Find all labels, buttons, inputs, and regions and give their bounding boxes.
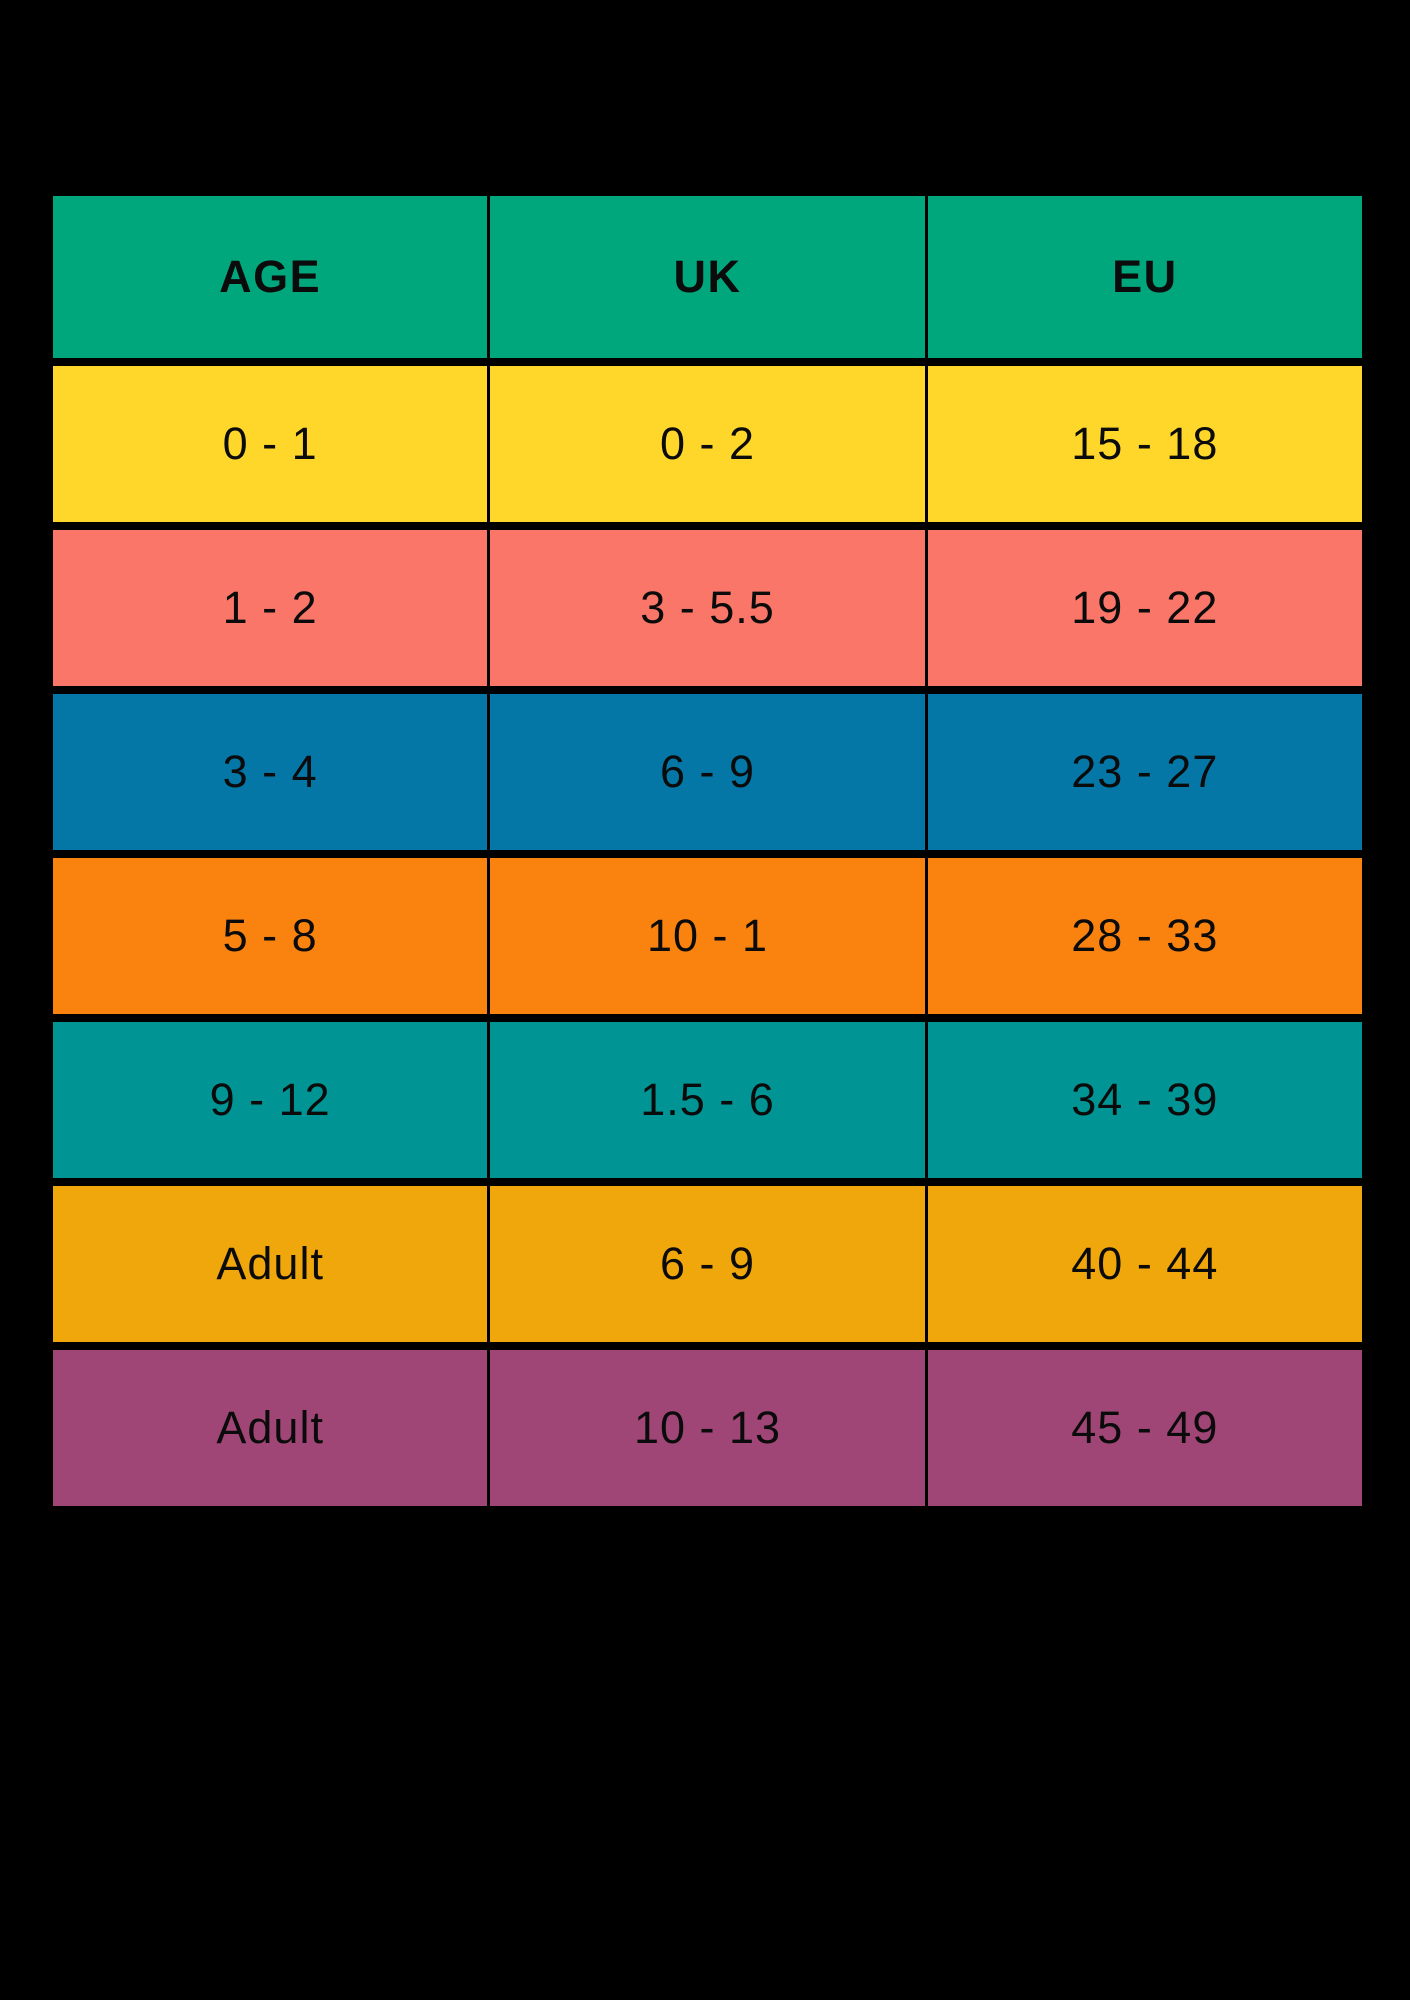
- table-cell-eu: 28 - 33: [927, 858, 1362, 1014]
- table-cell-uk: 6 - 9: [490, 694, 925, 850]
- table-row: 9 - 12 1.5 - 6 34 - 39: [53, 1022, 1362, 1178]
- table-cell-eu: 19 - 22: [927, 530, 1362, 686]
- table-cell-eu: 15 - 18: [927, 366, 1362, 522]
- size-conversion-table: AGE UK EU 0 - 1 0 - 2 15 - 18 1 - 2 3 - …: [53, 196, 1362, 1506]
- table-cell-age: 1 - 2: [53, 530, 488, 686]
- table-header-row: AGE UK EU: [53, 196, 1362, 358]
- table-cell-eu: 34 - 39: [927, 1022, 1362, 1178]
- table-cell-uk: 0 - 2: [490, 366, 925, 522]
- table-row: 1 - 2 3 - 5.5 19 - 22: [53, 530, 1362, 686]
- table-cell-uk: 6 - 9: [490, 1186, 925, 1342]
- table-row: 0 - 1 0 - 2 15 - 18: [53, 366, 1362, 522]
- table-cell-uk: 10 - 1: [490, 858, 925, 1014]
- column-header-uk: UK: [490, 196, 925, 358]
- column-header-eu: EU: [927, 196, 1362, 358]
- table-cell-eu: 23 - 27: [927, 694, 1362, 850]
- table-cell-eu: 40 - 44: [927, 1186, 1362, 1342]
- table-cell-age: 9 - 12: [53, 1022, 488, 1178]
- table-row: Adult 6 - 9 40 - 44: [53, 1186, 1362, 1342]
- table-row: 3 - 4 6 - 9 23 - 27: [53, 694, 1362, 850]
- table-cell-uk: 3 - 5.5: [490, 530, 925, 686]
- table-cell-age: 3 - 4: [53, 694, 488, 850]
- table-cell-uk: 10 - 13: [490, 1350, 925, 1506]
- table-cell-age: Adult: [53, 1186, 488, 1342]
- column-header-age: AGE: [53, 196, 488, 358]
- table-cell-age: 5 - 8: [53, 858, 488, 1014]
- table-cell-eu: 45 - 49: [927, 1350, 1362, 1506]
- table-cell-age: 0 - 1: [53, 366, 488, 522]
- table-cell-age: Adult: [53, 1350, 488, 1506]
- table-row: Adult 10 - 13 45 - 49: [53, 1350, 1362, 1506]
- table-row: 5 - 8 10 - 1 28 - 33: [53, 858, 1362, 1014]
- table-cell-uk: 1.5 - 6: [490, 1022, 925, 1178]
